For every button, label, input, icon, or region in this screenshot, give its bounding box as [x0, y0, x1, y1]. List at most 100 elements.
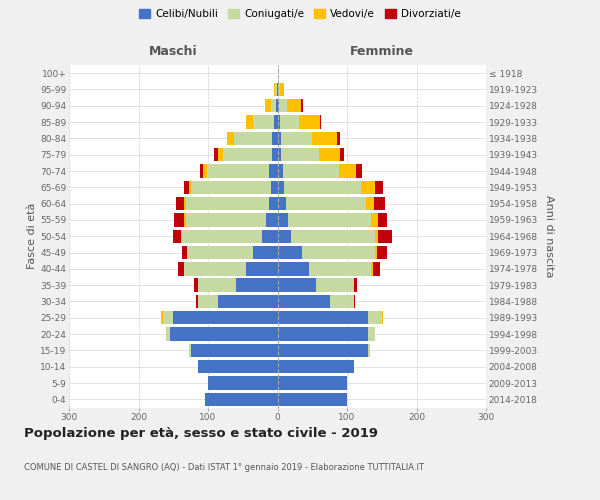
Bar	[375, 180, 383, 194]
Bar	[234, 132, 272, 145]
Text: Femmine: Femmine	[350, 46, 414, 59]
Bar	[274, 116, 277, 129]
Bar	[271, 180, 277, 194]
Bar	[286, 197, 366, 210]
Bar	[371, 214, 378, 226]
Bar	[277, 392, 347, 406]
Bar	[374, 197, 385, 210]
Bar	[200, 164, 203, 177]
Bar	[182, 246, 187, 259]
Bar	[262, 230, 277, 243]
Bar	[277, 180, 284, 194]
Bar	[302, 246, 375, 259]
Bar	[277, 295, 329, 308]
Bar	[191, 344, 277, 357]
Bar	[197, 360, 277, 374]
Bar	[253, 246, 277, 259]
Bar	[246, 116, 253, 129]
Bar	[246, 262, 277, 276]
Bar	[274, 83, 275, 96]
Bar	[189, 180, 191, 194]
Text: Maschi: Maschi	[149, 46, 197, 59]
Bar	[299, 116, 320, 129]
Bar	[186, 197, 269, 210]
Bar	[236, 278, 277, 292]
Bar	[287, 99, 301, 112]
Bar	[312, 132, 337, 145]
Bar	[277, 328, 368, 341]
Bar	[375, 230, 378, 243]
Bar	[277, 311, 368, 324]
Bar	[194, 278, 197, 292]
Bar	[272, 132, 277, 145]
Bar	[319, 148, 340, 162]
Bar	[184, 262, 246, 276]
Bar	[197, 278, 236, 292]
Bar	[277, 376, 347, 390]
Bar	[161, 311, 163, 324]
Bar	[281, 148, 319, 162]
Bar	[277, 83, 278, 96]
Bar	[184, 197, 186, 210]
Bar	[275, 83, 277, 96]
Bar	[227, 132, 234, 145]
Y-axis label: Fasce di età: Fasce di età	[27, 203, 37, 270]
Bar	[354, 295, 355, 308]
Bar	[320, 116, 321, 129]
Bar	[361, 180, 375, 194]
Bar	[283, 164, 338, 177]
Bar	[184, 214, 186, 226]
Bar	[191, 180, 271, 194]
Bar	[375, 246, 377, 259]
Bar	[214, 148, 218, 162]
Bar	[253, 116, 274, 129]
Bar	[278, 83, 280, 96]
Bar	[371, 262, 373, 276]
Bar	[382, 311, 383, 324]
Bar	[281, 132, 312, 145]
Bar	[197, 295, 218, 308]
Bar	[280, 83, 284, 96]
Bar	[309, 262, 371, 276]
Bar	[277, 214, 288, 226]
Bar	[277, 360, 354, 374]
Bar	[223, 148, 272, 162]
Bar	[218, 295, 277, 308]
Bar	[173, 230, 181, 243]
Bar	[218, 148, 223, 162]
Bar	[277, 344, 368, 357]
Bar	[187, 246, 253, 259]
Bar	[277, 164, 283, 177]
Y-axis label: Anni di nascita: Anni di nascita	[544, 195, 554, 278]
Text: Popolazione per età, sesso e stato civile - 2019: Popolazione per età, sesso e stato civil…	[24, 428, 378, 440]
Bar	[368, 344, 370, 357]
Bar	[277, 132, 281, 145]
Bar	[277, 278, 316, 292]
Bar	[366, 197, 374, 210]
Bar	[277, 197, 286, 210]
Bar	[174, 214, 184, 226]
Bar	[188, 344, 191, 357]
Bar	[173, 311, 277, 324]
Bar	[208, 376, 277, 390]
Legend: Celibi/Nubili, Coniugati/e, Vedovi/e, Divorziati/e: Celibi/Nubili, Coniugati/e, Vedovi/e, Di…	[135, 5, 465, 24]
Bar	[266, 214, 277, 226]
Bar	[277, 116, 280, 129]
Bar	[276, 99, 277, 112]
Text: COMUNE DI CASTEL DI SANGRO (AQ) - Dati ISTAT 1° gennaio 2019 - Elaborazione TUTT: COMUNE DI CASTEL DI SANGRO (AQ) - Dati I…	[24, 462, 424, 471]
Bar	[265, 99, 271, 112]
Bar	[378, 214, 386, 226]
Bar	[176, 197, 184, 210]
Bar	[277, 230, 292, 243]
Bar	[205, 392, 277, 406]
Bar	[338, 164, 356, 177]
Bar	[356, 164, 362, 177]
Bar	[181, 230, 182, 243]
Bar	[354, 278, 358, 292]
Bar	[182, 230, 262, 243]
Bar	[170, 328, 277, 341]
Bar	[271, 99, 276, 112]
Bar	[279, 99, 287, 112]
Bar	[368, 311, 382, 324]
Bar	[329, 295, 354, 308]
